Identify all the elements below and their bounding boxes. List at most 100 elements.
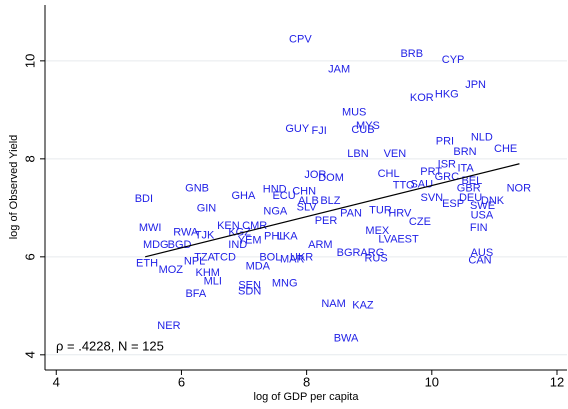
point-label: BGR xyxy=(337,247,361,259)
point-label: KAZ xyxy=(352,300,374,312)
point-label: MDA xyxy=(246,261,271,273)
point-label: JAM xyxy=(328,64,350,76)
point-label: SLV xyxy=(297,202,318,214)
point-label: CHN xyxy=(292,186,316,198)
point-label: SDN xyxy=(238,286,261,298)
x-tick-label: 8 xyxy=(303,374,310,389)
point-label: GRC xyxy=(435,171,460,183)
point-label: MLI xyxy=(204,276,222,288)
point-label: TCD xyxy=(213,252,236,264)
point-label: CHL xyxy=(378,168,400,180)
point-label: MOZ xyxy=(159,264,184,276)
point-label: SAU xyxy=(410,179,433,191)
point-label: BOL xyxy=(259,252,281,264)
point-label: BDI xyxy=(135,193,153,205)
x-axis-title: log of GDP per capita xyxy=(254,391,360,403)
point-label: GHA xyxy=(231,190,256,202)
point-label: SVN xyxy=(420,192,443,204)
point-label: EST xyxy=(397,234,419,246)
point-label: KOR xyxy=(410,92,434,104)
point-label: BFA xyxy=(185,288,206,300)
point-label: ALB xyxy=(298,195,319,207)
point-label: BRB xyxy=(400,48,423,60)
point-label: NOR xyxy=(507,183,532,195)
point-label: RWA xyxy=(173,227,199,239)
point-label: TUR xyxy=(369,205,392,217)
point-label: ETH xyxy=(136,258,158,270)
point-label: CYP xyxy=(442,54,465,66)
point-label: GNB xyxy=(185,183,209,195)
point-label: USA xyxy=(471,210,494,222)
point-label: GUY xyxy=(285,123,310,135)
y-tick-label: 8 xyxy=(22,155,37,162)
fit-line xyxy=(144,163,520,258)
y-tick-label: 4 xyxy=(22,351,37,358)
point-label: NLD xyxy=(471,132,493,144)
point-label: MUS xyxy=(342,107,366,119)
point-label: MWI xyxy=(139,222,162,234)
point-label: RUS xyxy=(364,253,387,265)
point-label: JOR xyxy=(304,169,326,181)
point-label: LKA xyxy=(277,231,298,243)
point-label: CZE xyxy=(409,216,431,228)
point-label: KEN xyxy=(217,220,240,232)
point-label: LVA xyxy=(378,234,398,246)
point-label: CAN xyxy=(468,255,491,267)
point-label: FJI xyxy=(312,125,327,137)
point-label: HKG xyxy=(435,89,459,101)
plot-area xyxy=(45,5,567,370)
point-label: NER xyxy=(157,320,180,332)
point-label: TZA xyxy=(194,252,215,264)
point-label: JPN xyxy=(465,79,486,91)
point-label: BEL xyxy=(461,175,482,187)
point-label: BWA xyxy=(334,333,359,345)
point-label: VEN xyxy=(384,148,407,160)
point-label: LBN xyxy=(347,148,368,160)
point-label: HND xyxy=(263,184,287,196)
point-label: MNG xyxy=(272,278,298,290)
point-label: BLZ xyxy=(320,195,340,207)
point-label: TTO xyxy=(393,180,415,192)
x-tick-label: 10 xyxy=(425,374,439,389)
point-label: MAR xyxy=(280,254,305,266)
point-label: ARM xyxy=(308,239,332,251)
y-tick-label: 6 xyxy=(22,253,37,260)
point-label: PAN xyxy=(340,208,362,220)
point-label: SWE xyxy=(470,200,495,212)
point-label: DEU xyxy=(459,192,482,204)
point-label: GIN xyxy=(197,203,217,215)
point-label: MEX xyxy=(365,225,390,237)
point-label: PRT xyxy=(420,166,442,178)
point-label: MDG xyxy=(143,239,169,251)
point-label: CPV xyxy=(289,34,312,46)
point-label: PRI xyxy=(436,136,454,148)
point-label: DNK xyxy=(481,195,505,207)
point-label: MYS xyxy=(356,120,380,132)
x-tick-label: 4 xyxy=(53,374,60,389)
y-tick-label: 10 xyxy=(22,54,37,68)
point-label: NGA xyxy=(263,206,288,218)
point-label: FIN xyxy=(470,222,488,234)
x-tick-label: 12 xyxy=(550,374,564,389)
point-label: CMR xyxy=(242,220,267,232)
annotation: ρ = .4228, N = 125 xyxy=(56,338,164,353)
point-label: IND xyxy=(228,239,247,251)
point-label: UKR xyxy=(290,252,313,264)
point-label: YEM xyxy=(238,235,262,247)
point-label: CHE xyxy=(494,143,517,155)
point-label: ARG xyxy=(360,247,384,259)
point-label: ISR xyxy=(438,159,456,171)
point-label: GBR xyxy=(457,183,481,195)
point-label: NAM xyxy=(321,298,345,310)
point-label: KHM xyxy=(196,267,220,279)
point-label: ESP xyxy=(442,198,464,210)
point-label: ITA xyxy=(457,163,474,175)
point-label: PER xyxy=(315,215,338,227)
point-label: TJK xyxy=(195,230,215,242)
point-label: SEN xyxy=(238,280,261,292)
point-label: PHL xyxy=(264,231,285,243)
y-axis-title: log of Observed Yield xyxy=(8,135,20,240)
x-tick-label: 6 xyxy=(178,374,185,389)
